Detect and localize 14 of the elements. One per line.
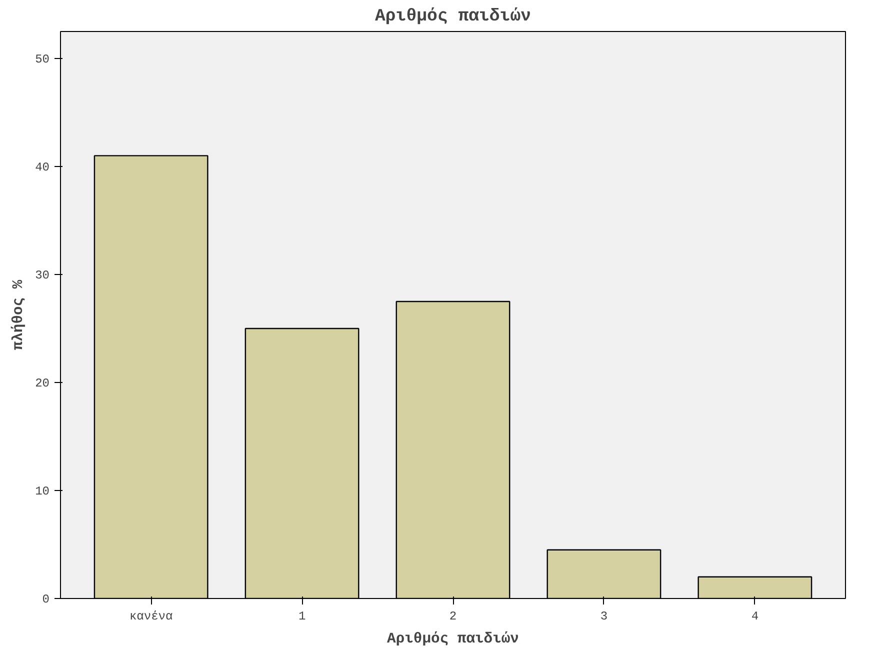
y-tick-label: 10 [35, 484, 50, 498]
chart-title: Αριθμός παιδιών [375, 6, 531, 26]
y-axis-title: πλήθος % [10, 280, 28, 350]
x-tick-label: 3 [600, 610, 608, 624]
x-tick-label: 2 [449, 610, 457, 624]
x-tick-label: 1 [298, 610, 306, 624]
y-tick-label: 30 [35, 268, 50, 282]
y-tick-label: 0 [42, 592, 50, 606]
x-axis-title: Αριθμός παιδιών [387, 630, 519, 648]
x-tick-label: κανένα [129, 610, 173, 624]
y-tick-label: 40 [35, 160, 50, 174]
x-tick-label: 4 [751, 610, 759, 624]
y-tick-label: 20 [35, 376, 50, 390]
y-tick-label: 50 [35, 52, 50, 66]
